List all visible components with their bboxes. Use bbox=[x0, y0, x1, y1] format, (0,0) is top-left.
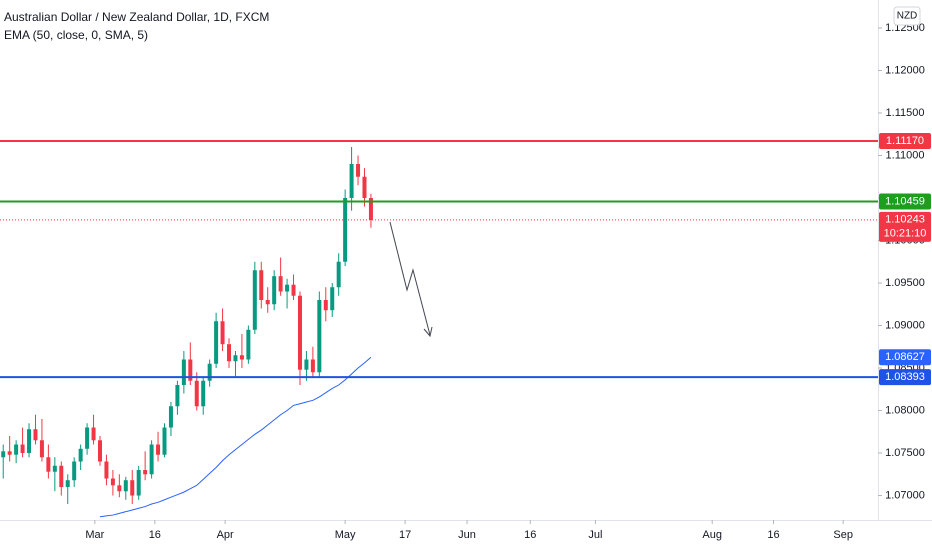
candle-body bbox=[272, 276, 277, 305]
candle-body bbox=[65, 480, 70, 488]
candle-body bbox=[20, 444, 25, 454]
candle-body bbox=[278, 276, 283, 292]
candle-body bbox=[246, 329, 251, 360]
candle-body bbox=[85, 427, 90, 449]
candle-body bbox=[181, 359, 186, 386]
x-tick-label: 16 bbox=[767, 529, 779, 541]
y-tick-label: 1.11000 bbox=[886, 149, 925, 161]
candle-body bbox=[175, 385, 180, 407]
candle-body bbox=[252, 270, 257, 330]
countdown-label: 10:21:10 bbox=[884, 228, 927, 240]
candle-body bbox=[130, 480, 135, 496]
indicator-label: EMA (50, close, 0, SMA, 5) bbox=[4, 28, 148, 42]
candle-body bbox=[27, 429, 32, 454]
candle-body bbox=[207, 363, 212, 381]
x-tick-label: Jun bbox=[458, 529, 476, 541]
candle-body bbox=[233, 355, 238, 362]
candle-body bbox=[356, 163, 361, 177]
candle-body bbox=[285, 284, 290, 292]
ema-price-label: 1.08627 bbox=[885, 351, 925, 363]
candle-body bbox=[1, 451, 6, 458]
drawing-arrow-head bbox=[423, 326, 433, 338]
y-tick-label: 1.09500 bbox=[885, 277, 925, 289]
x-tick-label: 17 bbox=[399, 529, 411, 541]
y-tick-label: 1.12000 bbox=[885, 64, 925, 76]
candle-body bbox=[239, 355, 244, 360]
candle-body bbox=[227, 344, 232, 362]
candle-body bbox=[7, 451, 12, 455]
candle-body bbox=[330, 287, 335, 311]
chart-title: Australian Dollar / New Zealand Dollar, … bbox=[4, 10, 269, 24]
candle-body bbox=[368, 197, 373, 221]
candle-body bbox=[201, 380, 206, 407]
candle-body bbox=[91, 427, 96, 441]
current-price-box bbox=[879, 211, 931, 242]
x-tick-label: 16 bbox=[149, 529, 161, 541]
candle-body bbox=[297, 295, 302, 370]
candle-body bbox=[162, 427, 167, 455]
currency-box[interactable] bbox=[893, 6, 921, 26]
candle-body bbox=[362, 176, 367, 198]
candle-body bbox=[265, 299, 270, 305]
candle-body bbox=[317, 299, 322, 373]
candle-body bbox=[52, 465, 57, 472]
candle-body bbox=[343, 197, 348, 262]
x-tick-label: Sep bbox=[833, 529, 853, 541]
ema-line bbox=[99, 356, 372, 518]
current-price-label: 1.10243 bbox=[885, 214, 925, 226]
candle-body bbox=[349, 163, 354, 198]
candle-body bbox=[220, 321, 225, 345]
level-price-label: 1.11170 bbox=[886, 135, 924, 147]
x-tick-label: Mar bbox=[85, 529, 104, 541]
x-tick-label: May bbox=[335, 529, 356, 541]
x-tick-label: Aug bbox=[702, 529, 722, 541]
candle-body bbox=[304, 359, 309, 370]
level-price-label-box bbox=[879, 193, 931, 210]
candle-body bbox=[188, 359, 193, 381]
y-tick-label: 1.12500 bbox=[885, 22, 925, 34]
candle-body bbox=[336, 261, 341, 288]
candle-body bbox=[78, 448, 83, 462]
ema-price-label-box bbox=[879, 349, 931, 366]
level-price-label-box bbox=[879, 133, 931, 150]
candle-body bbox=[33, 429, 38, 441]
candle-body bbox=[259, 270, 264, 300]
candle-body bbox=[214, 321, 219, 364]
candle-body bbox=[156, 444, 161, 455]
y-tick-label: 1.11500 bbox=[886, 107, 925, 119]
level-price-label: 1.08393 bbox=[885, 371, 925, 383]
candle-body bbox=[143, 470, 148, 475]
candle-body bbox=[194, 380, 199, 407]
candle-body bbox=[323, 299, 328, 311]
y-tick-label: 1.08000 bbox=[885, 404, 925, 416]
level-price-label-box bbox=[879, 369, 931, 386]
candle-body bbox=[149, 444, 154, 475]
candle-body bbox=[14, 444, 19, 455]
candle-body bbox=[310, 359, 315, 373]
candle-body bbox=[46, 457, 51, 472]
candle-body bbox=[110, 478, 115, 486]
candle-body bbox=[59, 465, 64, 488]
level-price-label: 1.10459 bbox=[885, 195, 925, 207]
candle-body bbox=[104, 461, 109, 479]
candle-body bbox=[72, 461, 77, 481]
candle-body bbox=[117, 485, 122, 492]
y-tick-label: 1.09000 bbox=[885, 319, 925, 331]
candle-body bbox=[97, 440, 102, 462]
drawing-arrow bbox=[389, 221, 431, 336]
x-tick-label: Apr bbox=[217, 529, 234, 541]
x-tick-label: Jul bbox=[588, 529, 602, 541]
currency-label[interactable]: NZD bbox=[897, 11, 918, 22]
candle-body bbox=[123, 480, 128, 492]
candle-body bbox=[136, 470, 141, 496]
x-tick-label: 16 bbox=[524, 529, 536, 541]
y-tick-label: 1.07500 bbox=[885, 447, 925, 459]
candle-body bbox=[168, 406, 173, 428]
candle-body bbox=[39, 440, 44, 458]
candle-body bbox=[291, 284, 296, 296]
y-tick-label: 1.07000 bbox=[885, 489, 925, 501]
